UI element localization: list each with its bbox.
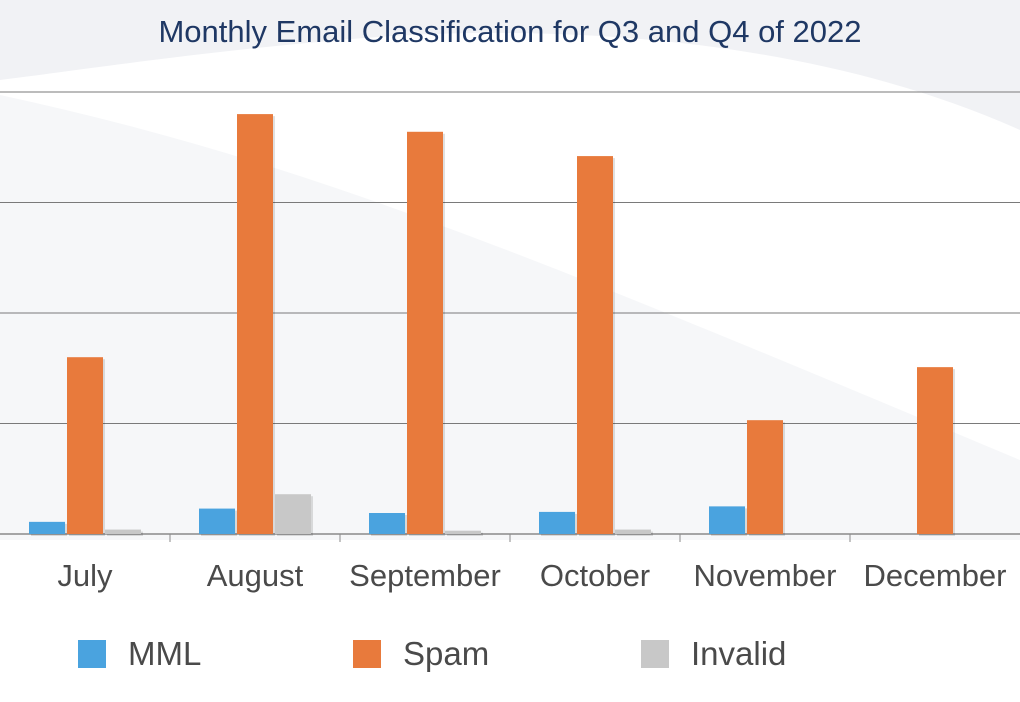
bar-mml (709, 506, 745, 534)
bar-spam (747, 420, 783, 534)
bar-shadow (447, 532, 483, 536)
x-tick-label: July (57, 558, 113, 593)
bar-invalid (615, 529, 651, 534)
bar-spam (917, 367, 953, 534)
x-tick-label: August (207, 558, 304, 593)
bar-spam (67, 357, 103, 534)
x-tick-label: December (864, 558, 1007, 593)
bar-mml (199, 508, 235, 534)
legend-label-invalid: Invalid (691, 635, 787, 672)
bar-mml (29, 521, 65, 534)
legend-swatch-invalid (641, 640, 669, 668)
bar-invalid (105, 529, 141, 534)
bar-spam (237, 114, 273, 534)
bar-invalid (445, 530, 481, 534)
chart-legend: MML Spam Invalid (0, 632, 1020, 678)
bar-spam (407, 131, 443, 534)
legend-label-spam: Spam (403, 635, 490, 672)
bar-invalid (275, 494, 311, 534)
chart-title: Monthly Email Classification for Q3 and … (158, 14, 862, 49)
bar-spam (577, 156, 613, 534)
x-tick-label: October (540, 558, 650, 593)
legend-label-mml: MML (128, 635, 202, 672)
x-tick-label: November (694, 558, 837, 593)
bar-mml (539, 511, 575, 534)
legend-swatch-mml (78, 640, 106, 668)
bar-mml (369, 513, 405, 534)
legend-swatch-spam (353, 640, 381, 668)
x-tick-label: September (349, 558, 501, 593)
